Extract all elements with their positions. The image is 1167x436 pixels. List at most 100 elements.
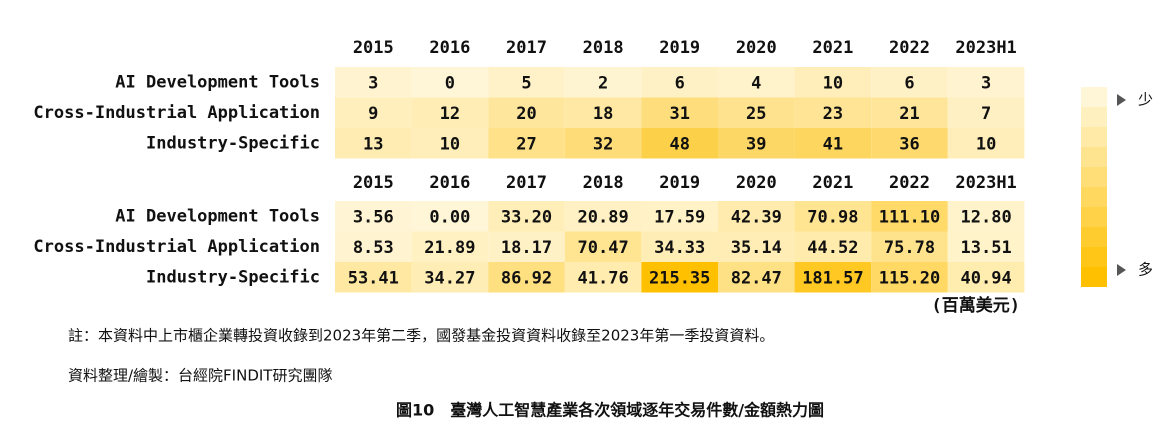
cell-label: 70.47: [578, 238, 629, 258]
heatmap-cell: [641, 97, 718, 128]
y-tick-label: Cross-Industrial Application: [33, 103, 320, 123]
x-tick-label: 2021: [812, 173, 853, 193]
heatmap-cell: [564, 262, 642, 293]
heatmap-cell: [641, 128, 718, 159]
heatmap-cell: [411, 97, 489, 128]
cell-label: 33.20: [501, 207, 552, 227]
cell-label: 36: [899, 134, 919, 154]
heatmap-cell: [718, 231, 795, 262]
caption: 圖10 臺灣人工智慧產業各次領域逐年交易件數/金額熱力圖: [396, 401, 824, 420]
heatmap-cell: [564, 67, 642, 98]
heatmap-cell: [641, 201, 718, 232]
source: 資料整理/繪製：台經院FINDIT研究團隊: [68, 367, 332, 385]
cell-label: 7: [981, 104, 991, 124]
cell-label: 21: [899, 104, 919, 124]
cell-label: 10: [976, 134, 996, 154]
cell-label: 42.39: [731, 207, 782, 227]
cell-label: 3: [981, 73, 991, 93]
unit-label: (百萬美元): [932, 295, 1020, 316]
heatmap-cell: [718, 128, 795, 159]
heatmap-cell: [564, 201, 642, 232]
cell-label: 12.80: [961, 207, 1012, 227]
heatmap-cell: [411, 67, 489, 98]
legend-arrow: [1117, 264, 1126, 276]
x-tick-label: 2022: [889, 38, 930, 58]
heatmap-cell: [641, 262, 718, 293]
cell-label: 35.14: [731, 238, 782, 258]
heatmap-cell: [794, 128, 872, 159]
heatmap-cell: [718, 97, 795, 128]
x-tick-label: 2019: [659, 173, 700, 193]
y-tick-label: Industry-Specific: [146, 267, 320, 287]
heatmap-cell: [947, 67, 1025, 98]
legend-high: 多: [1138, 261, 1153, 279]
x-tick-label: 2023H1: [955, 38, 1016, 58]
heatmap-cell: [335, 67, 412, 98]
heatmap-cell: [488, 262, 565, 293]
heatmap-cell: [335, 262, 412, 293]
cell-label: 41.76: [578, 268, 629, 288]
cell-label: 18.17: [501, 238, 552, 258]
cell-label: 17.59: [654, 207, 705, 227]
heatmap-cell: [871, 201, 948, 232]
heatmap-cell: [411, 201, 489, 232]
cell-label: 181.57: [802, 268, 863, 288]
cell-label: 115.20: [879, 268, 940, 288]
cell-label: 13.51: [961, 238, 1012, 258]
legend-swatch: [1081, 167, 1107, 187]
heatmap-cell: [641, 231, 718, 262]
legend: 少 多: [1117, 91, 1153, 279]
heatmap-cell: [488, 201, 565, 232]
cell-label: 6: [675, 73, 685, 93]
y-tick-label: AI Development Tools: [115, 206, 320, 226]
cell-label: 41: [823, 134, 843, 154]
x-tick-label: 2015: [353, 38, 394, 58]
heatmap-cell: [335, 201, 412, 232]
cell-label: 3: [368, 73, 378, 93]
cell-label: 9: [368, 104, 378, 124]
cell-label: 25: [746, 104, 766, 124]
heatmap-cell: [411, 231, 489, 262]
x-tick-label: 2018: [583, 38, 624, 58]
cell-label: 86.92: [501, 268, 552, 288]
x-tick-label: 2015: [353, 173, 394, 193]
heatmap-cell: [871, 262, 948, 293]
x-tick-label: 2019: [659, 38, 700, 58]
cell-label: 0.00: [429, 207, 470, 227]
cell-label: 75.78: [884, 238, 935, 258]
heatmap-cell: [335, 97, 412, 128]
heatmap-cell: [335, 231, 412, 262]
heatmap-cell: [794, 201, 872, 232]
legend-swatch: [1081, 187, 1107, 207]
heatmap-cell: [947, 201, 1025, 232]
x-tick-label: 2023H1: [955, 173, 1016, 193]
cell-label: 20.89: [578, 207, 629, 227]
heatmap-cell: [488, 128, 565, 159]
cell-label: 3.56: [353, 207, 394, 227]
heatmap-cell: [871, 231, 948, 262]
cell-label: 82.47: [731, 268, 782, 288]
heatmap-cell: [947, 128, 1025, 159]
cell-label: 13: [363, 134, 383, 154]
cell-label: 44.52: [807, 238, 858, 258]
cell-label: 10: [440, 134, 460, 154]
cell-label: 34.33: [654, 238, 705, 258]
cell-label: 6: [904, 73, 914, 93]
cell-label: 53.41: [348, 268, 399, 288]
heatmap-cell: [871, 97, 948, 128]
heatmap-cell: [564, 97, 642, 128]
heatmap-cell: [947, 262, 1025, 293]
cell-label: 111.10: [879, 207, 940, 227]
heatmap-cell: [564, 231, 642, 262]
cell-label: 4: [751, 73, 761, 93]
cell-label: 34.27: [424, 268, 475, 288]
cell-label: 5: [521, 73, 531, 93]
heatmap-cell: [794, 262, 872, 293]
heatmap-cell: [947, 97, 1025, 128]
heatmap-cell: [871, 67, 948, 98]
x-tick-label: 2018: [583, 173, 624, 193]
x-tick-label: 2016: [429, 38, 470, 58]
legend-swatch: [1081, 107, 1107, 127]
cell-label: 32: [593, 134, 613, 154]
cell-label: 31: [669, 104, 689, 124]
